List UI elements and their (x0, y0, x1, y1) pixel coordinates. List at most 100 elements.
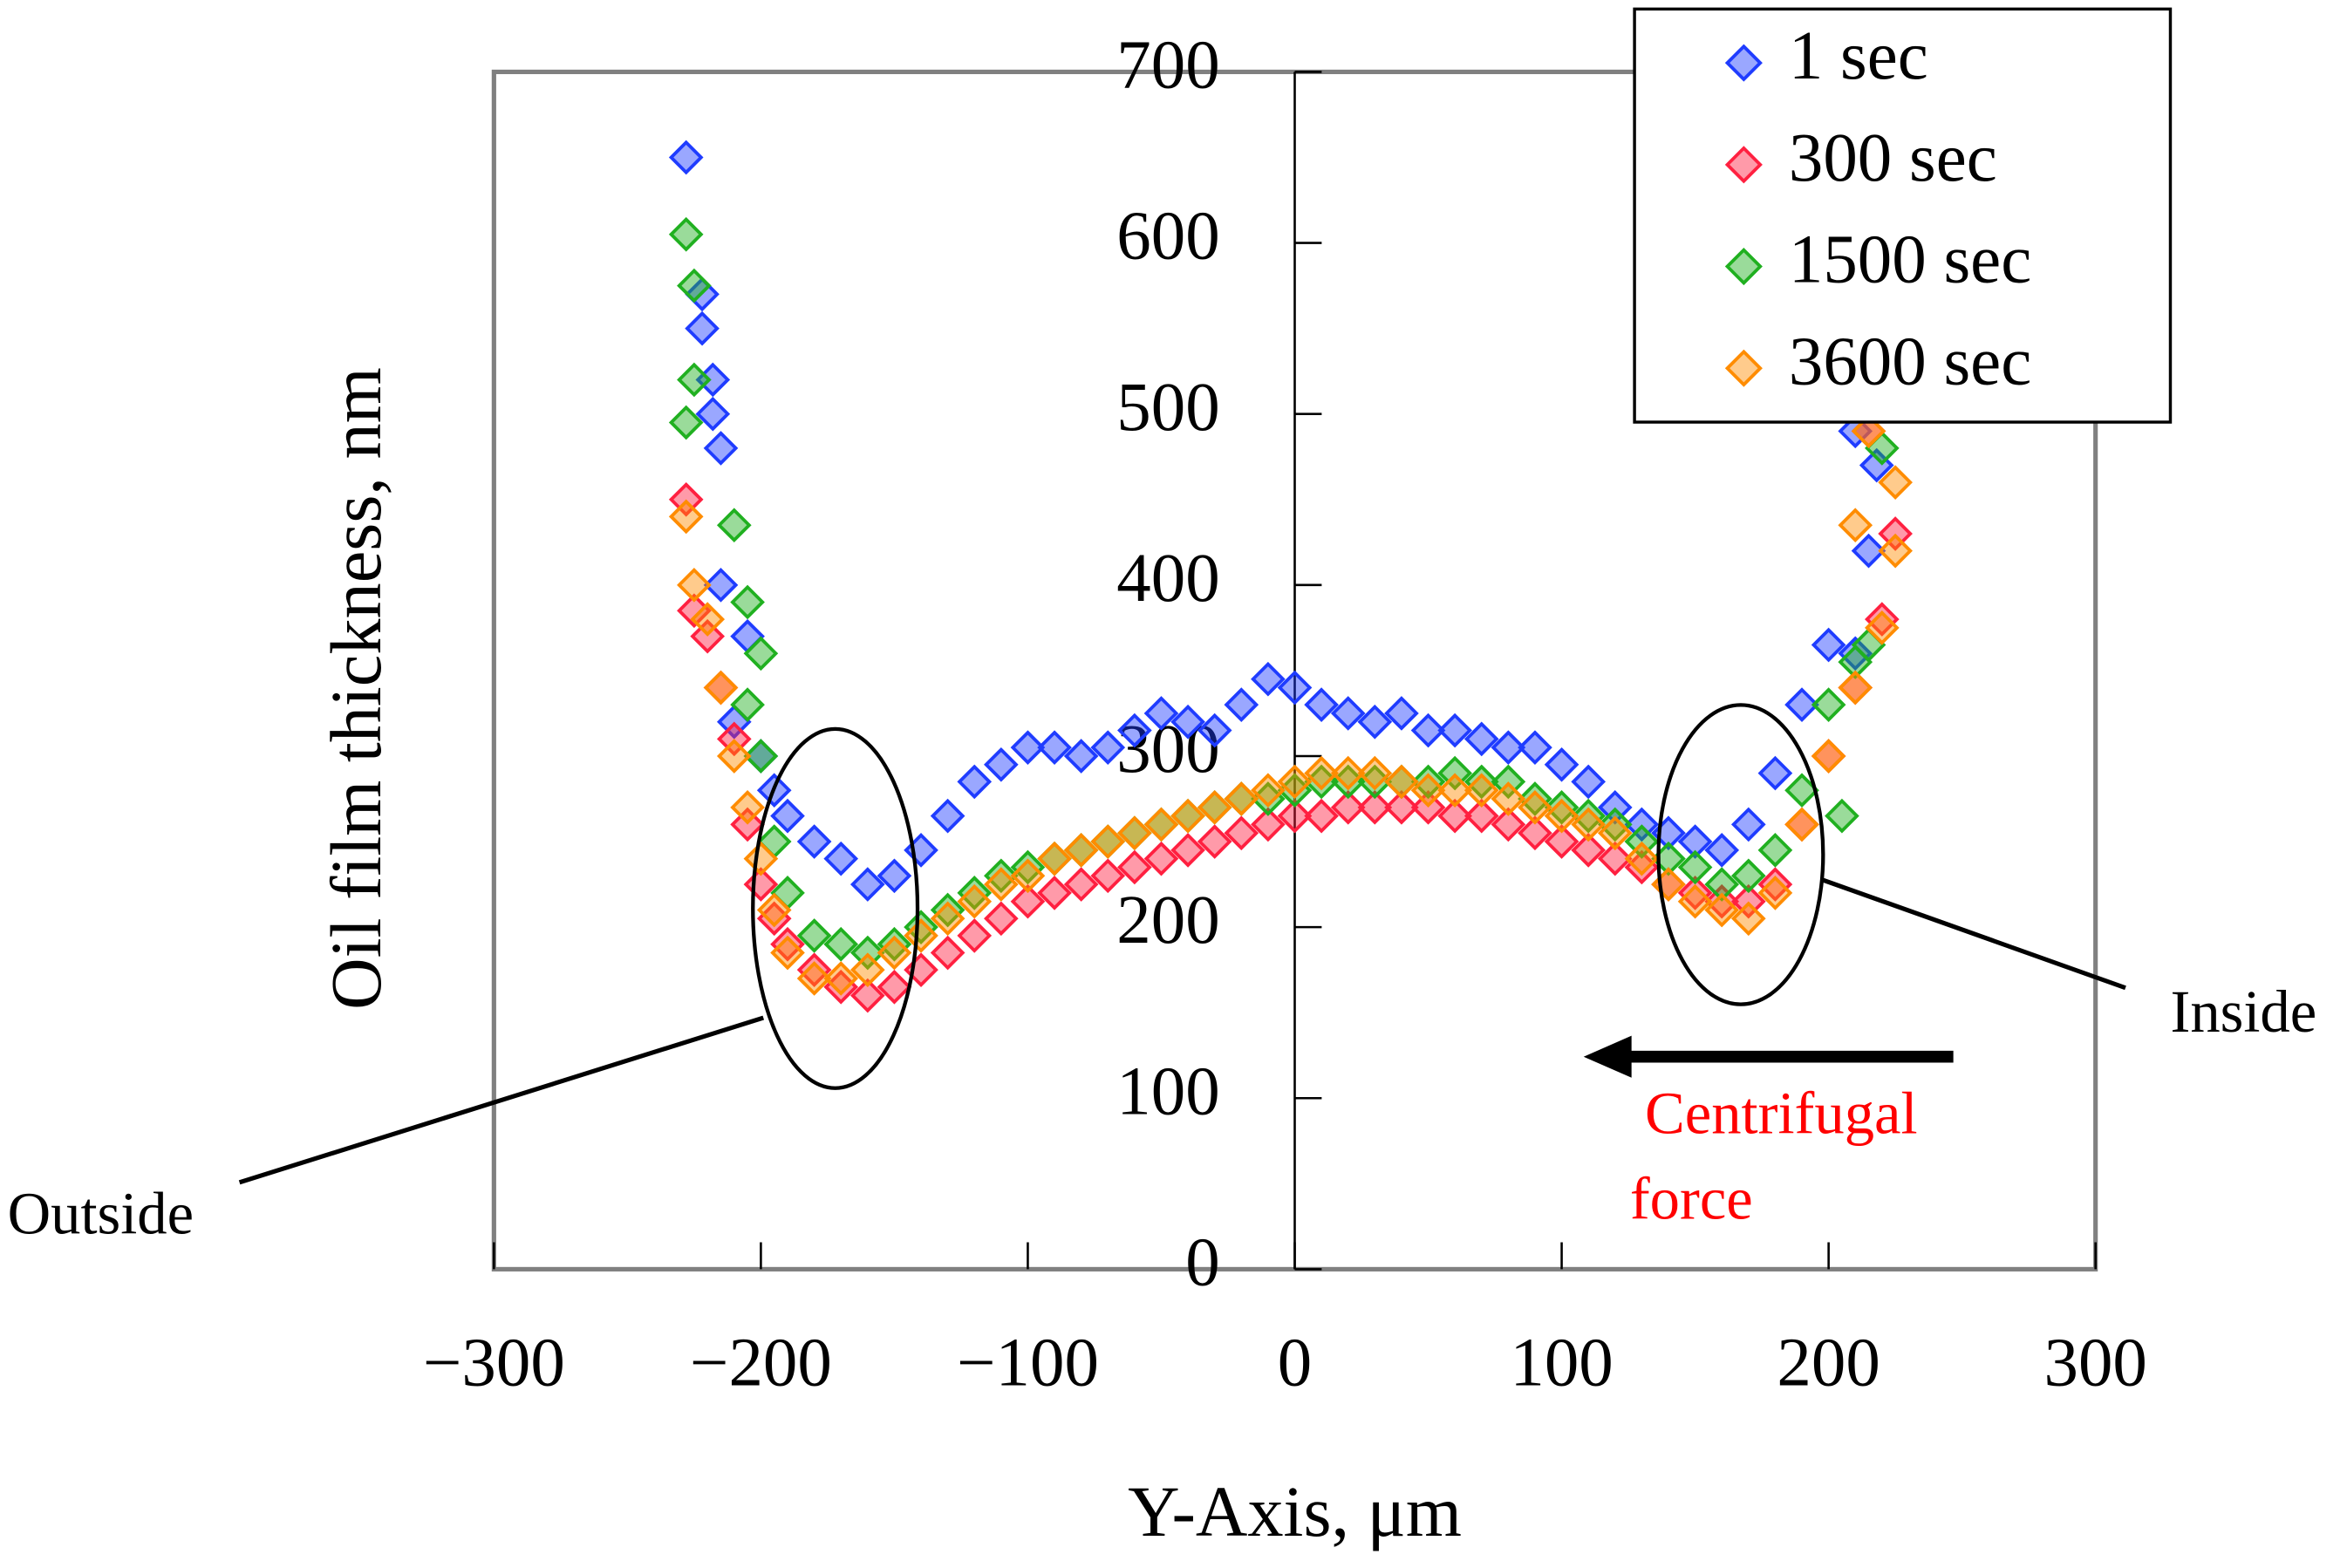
marker (703, 568, 739, 603)
marker (1277, 764, 1313, 800)
marker (1597, 815, 1633, 851)
marker (1037, 841, 1072, 876)
marker (930, 935, 965, 971)
marker (930, 901, 965, 937)
legend-label: 300 sec (1789, 120, 1997, 196)
marker (1811, 627, 1846, 663)
marker (1197, 712, 1232, 748)
marker (1304, 687, 1339, 722)
legend-marker (1724, 146, 1763, 184)
marker (877, 935, 912, 971)
legend-box (1633, 7, 2173, 424)
marker (1463, 773, 1499, 808)
marker (1063, 739, 1099, 774)
marker (1143, 696, 1179, 731)
marker (1010, 883, 1046, 919)
marker (1624, 841, 1660, 876)
marker (1277, 798, 1313, 834)
annotation: force (1630, 1165, 1753, 1231)
marker (877, 969, 912, 1005)
legend-marker (1724, 247, 1763, 286)
marker (1251, 773, 1286, 808)
marker (1571, 807, 1607, 842)
marker (730, 789, 765, 825)
legend: 1 sec 300 sec 1500 sec 3600 sec (1724, 18, 2031, 399)
marker (1170, 704, 1205, 740)
marker (1357, 789, 1393, 825)
marker (1704, 892, 1740, 928)
marker (1784, 687, 1819, 722)
marker (1330, 696, 1366, 731)
marker (1730, 807, 1766, 842)
marker (1277, 670, 1313, 706)
marker (730, 584, 765, 620)
marker (1865, 610, 1900, 645)
x-tick-label: 300 (2043, 1325, 2146, 1401)
annotation: Centrifugal (1645, 1081, 1918, 1147)
marker (1224, 815, 1259, 851)
marker (930, 892, 965, 928)
marker (1838, 508, 1873, 543)
marker (1491, 781, 1526, 816)
marker (1597, 807, 1633, 842)
marker (1730, 858, 1766, 894)
marker (668, 216, 704, 252)
marker (1170, 798, 1205, 834)
marker (1170, 833, 1205, 868)
marker (1437, 798, 1472, 834)
y-tick-label: 0 (1185, 1225, 1219, 1301)
marker (685, 310, 720, 346)
marker (1384, 789, 1419, 825)
marker (1304, 798, 1339, 834)
marker (1811, 687, 1846, 722)
marker (984, 747, 1019, 782)
inside-ellipse (1656, 703, 1825, 1006)
marker (770, 798, 805, 834)
marker (1757, 755, 1793, 791)
marker (1463, 721, 1499, 757)
marker (756, 892, 792, 928)
marker (904, 910, 938, 944)
marker (984, 858, 1019, 894)
marker (1571, 764, 1607, 800)
marker (1571, 798, 1607, 834)
marker (1357, 755, 1393, 791)
marker (1197, 824, 1232, 859)
marker (1704, 867, 1740, 902)
marker (1865, 602, 1900, 637)
marker (1491, 807, 1526, 842)
marker (904, 918, 938, 953)
legend-label: 1 sec (1789, 18, 1928, 94)
outside-pointer (238, 1015, 765, 1185)
marker (1757, 867, 1793, 902)
y-tick-label: 500 (1116, 370, 1219, 446)
marker (849, 867, 885, 902)
inside-pointer (1822, 877, 2126, 991)
marker (703, 431, 739, 466)
marker (849, 978, 885, 1013)
marker (1878, 465, 1913, 500)
marker (1544, 747, 1579, 782)
marker (770, 926, 805, 962)
marker (1010, 730, 1046, 766)
marker (677, 568, 712, 603)
x-tick-label: −100 (957, 1325, 1099, 1401)
x-tick-label: −300 (423, 1325, 565, 1401)
marker (1437, 773, 1472, 808)
marker (1677, 849, 1713, 885)
marker (743, 739, 779, 774)
marker (1518, 730, 1552, 766)
marker (796, 961, 832, 996)
marker (1304, 755, 1339, 791)
marker (796, 918, 832, 953)
annotation: Outside (8, 1181, 194, 1247)
marker (984, 901, 1019, 937)
marker (877, 926, 912, 962)
y-tick-label: 700 (1116, 28, 1219, 104)
marker (877, 858, 912, 894)
marker (1730, 901, 1766, 937)
x-tick-label: 200 (1777, 1325, 1880, 1401)
marker (1878, 533, 1913, 569)
y-axis-title: Oil film thickness, nm (317, 367, 396, 1010)
legend-label: 1500 sec (1789, 222, 2031, 298)
